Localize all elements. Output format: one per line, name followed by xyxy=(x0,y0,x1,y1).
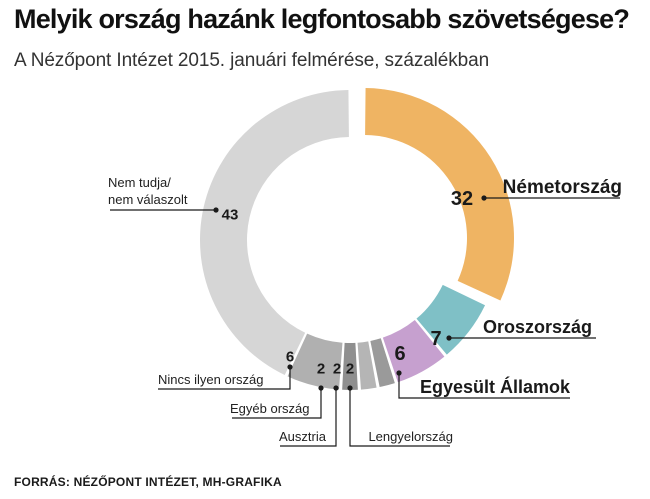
leader-ausztria xyxy=(280,388,337,447)
leader-dot-egyeb-orszag xyxy=(318,385,324,391)
slice-nem-tudja-nem-valaszolt xyxy=(200,90,349,376)
leader-dot-lengyelorszag xyxy=(347,385,353,391)
leader-dot-egyesult-allamok xyxy=(396,370,402,376)
leader-egyesult-allamok xyxy=(398,373,570,399)
source-note: FORRÁS: NÉZŐPONT INTÉZET, MH-GRAFIKA xyxy=(14,475,282,489)
value-label-nem-tudja-nem-valaszolt: 43 xyxy=(222,206,239,223)
leader-dot-nemetorszag xyxy=(481,195,487,201)
chart-subtitle: A Nézőpont Intézet 2015. januári felméré… xyxy=(14,50,490,71)
value-label-egyeb-orszag: 2 xyxy=(317,360,325,377)
slice-oroszorszag xyxy=(416,284,486,355)
value-label-nemetorszag: 32 xyxy=(451,188,473,210)
leader-lengyelorszag xyxy=(349,388,450,447)
leader-dot-ausztria xyxy=(333,385,339,391)
category-label-egyeb-orszag: Egyéb ország xyxy=(230,401,310,416)
slice-egyeb-orszag xyxy=(342,342,358,391)
category-label-lengyelorszag: Lengyelország xyxy=(368,429,453,444)
donut-chart: 3276222643NémetországOroszországEgyesült… xyxy=(108,88,622,447)
value-label-ausztria: 2 xyxy=(333,360,341,377)
leader-egyeb-orszag xyxy=(232,388,322,419)
slice-ausztria xyxy=(357,341,377,390)
chart-title: Melyik ország hazánk legfontosabb szövet… xyxy=(14,4,630,34)
slice-nincs-ilyen-orszag xyxy=(287,333,343,390)
category-label-nem-tudja-nem-valaszolt: Nem tudja/nem válaszolt xyxy=(108,175,188,207)
leader-dot-nem-tudja-nem-valaszolt xyxy=(213,207,219,213)
leader-dot-oroszorszag xyxy=(446,335,452,341)
category-label-egyesult-allamok: Egyesült Államok xyxy=(420,376,571,397)
slice-lengyelorszag xyxy=(370,338,395,388)
category-label-ausztria: Ausztria xyxy=(279,429,327,444)
value-label-nincs-ilyen-orszag: 6 xyxy=(286,348,294,365)
category-label-nincs-ilyen-orszag: Nincs ilyen ország xyxy=(158,372,264,387)
category-label-oroszorszag: Oroszország xyxy=(483,317,592,337)
category-label-nemetorszag: Németország xyxy=(503,177,622,198)
slice-egyesult-allamok xyxy=(382,320,445,383)
value-label-oroszorszag: 7 xyxy=(430,328,441,350)
slice-nemetorszag xyxy=(365,88,514,301)
value-label-egyesult-allamok: 6 xyxy=(394,343,405,365)
leader-nincs-ilyen-orszag xyxy=(158,367,291,390)
leader-dot-nincs-ilyen-orszag xyxy=(287,364,293,370)
value-label-lengyelorszag: 2 xyxy=(346,360,354,377)
